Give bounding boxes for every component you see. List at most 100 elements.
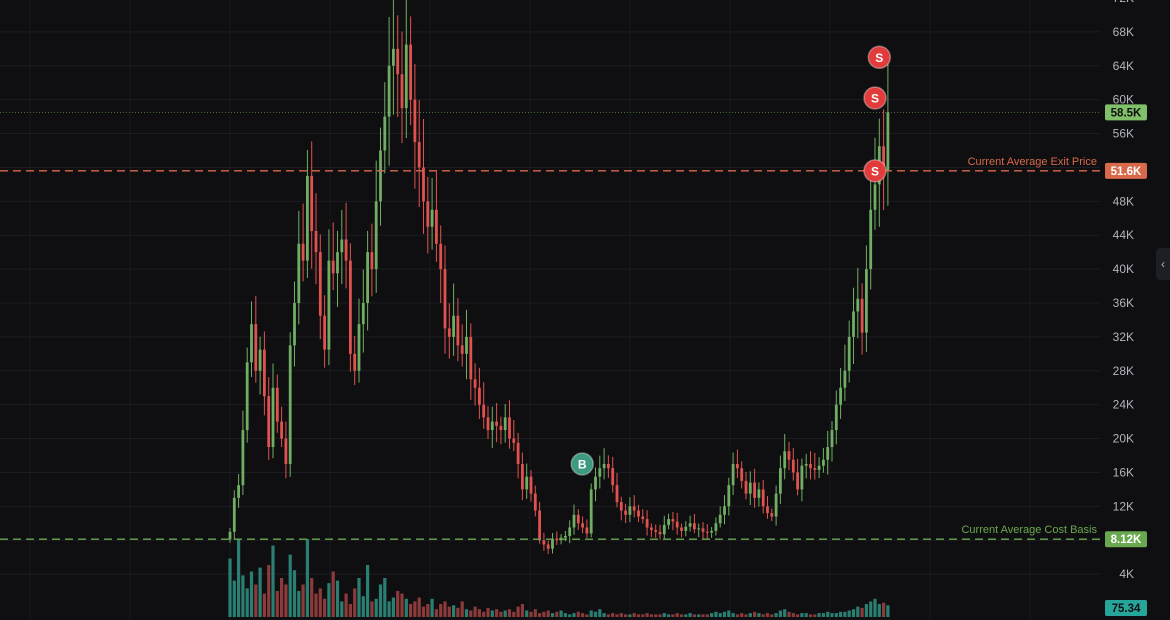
candle-body — [697, 528, 701, 530]
candle-body — [387, 65, 391, 117]
candle-body — [852, 311, 855, 337]
volume-bar — [473, 606, 477, 617]
volume-bar — [753, 611, 757, 617]
volume-bar — [761, 614, 765, 617]
volume-bar — [314, 593, 318, 617]
volume-bar — [292, 570, 297, 617]
candle-body — [400, 74, 404, 109]
volume-bar — [267, 565, 271, 617]
volume-bar — [860, 607, 864, 617]
candle-body — [766, 506, 769, 514]
candle-body — [839, 387, 842, 405]
candle-body — [753, 482, 756, 498]
volume-bar — [550, 613, 555, 617]
volume-bar — [692, 614, 696, 617]
volume-bar — [641, 614, 645, 617]
candle-body — [594, 476, 597, 490]
volume-bar — [675, 613, 679, 617]
reference-badge-text: 8.12K — [1111, 534, 1142, 546]
candle-body — [533, 493, 537, 511]
candle-body — [314, 230, 318, 253]
volume-bar — [851, 609, 856, 617]
candle-body — [873, 184, 877, 210]
volume-bar — [722, 611, 727, 617]
candle-body — [263, 349, 266, 397]
volume-bar — [469, 610, 473, 617]
volume-bar — [649, 614, 653, 617]
volume-bar — [679, 614, 684, 617]
volume-bar — [413, 601, 417, 617]
volume-bar — [232, 580, 236, 617]
volume-bar — [847, 610, 851, 617]
candle-body — [413, 99, 417, 143]
volume-bar — [353, 588, 357, 617]
candle-body — [490, 421, 494, 431]
candle-body — [675, 521, 679, 528]
candle-body — [323, 315, 326, 350]
volume-bar — [667, 614, 671, 617]
volume-badge-text: 75.34 — [1112, 603, 1141, 615]
volume-bar — [864, 604, 868, 617]
candle-body — [865, 269, 868, 333]
volume-bar — [460, 601, 464, 617]
volume-bar — [245, 588, 249, 617]
reference-line-label: Current Average Exit Price — [968, 156, 1097, 168]
volume-bar — [770, 614, 774, 617]
volume-bar — [654, 614, 658, 617]
candle-body — [783, 451, 787, 469]
volume-bar — [507, 609, 512, 617]
candle-body — [796, 472, 799, 490]
chevron-left-icon[interactable]: ‹ — [1156, 248, 1170, 280]
candle-body — [555, 538, 559, 541]
candle-body — [598, 468, 602, 477]
volume-bar — [546, 610, 550, 617]
buy-marker[interactable] — [570, 452, 594, 476]
y-tick-label: 60K — [1113, 93, 1134, 107]
volume-bar — [804, 613, 808, 617]
candle-body — [310, 175, 314, 231]
candle-body — [340, 239, 344, 253]
sell-marker[interactable] — [863, 159, 887, 183]
sell-marker[interactable] — [867, 45, 892, 70]
candle-body — [662, 524, 666, 535]
candle-body — [632, 506, 636, 511]
candle-body — [512, 438, 516, 443]
volume-bar — [555, 611, 559, 617]
candle-body — [426, 201, 430, 227]
candle-body — [379, 150, 382, 202]
candle-body — [297, 243, 301, 303]
buy-marker-label: B — [578, 457, 587, 471]
chart-grid — [0, 0, 1100, 620]
candle-body — [619, 502, 623, 511]
price-axis: 72K68K64K60K56K52K48K44K40K36K32K28K24K2… — [1113, 0, 1134, 581]
volume-bar — [477, 609, 481, 617]
candle-body — [478, 387, 481, 405]
volume-bar — [568, 614, 572, 617]
candle-body — [529, 476, 533, 494]
volume-bar — [383, 578, 387, 617]
volume-bar — [533, 609, 537, 617]
volume-bar — [757, 613, 761, 617]
volume-bar — [585, 614, 589, 617]
volume-badge — [1105, 600, 1147, 616]
volume-bar — [443, 601, 447, 617]
volume-bar — [791, 613, 795, 617]
volume-bar — [434, 609, 438, 617]
sell-marker[interactable] — [863, 86, 887, 110]
volume-bar — [486, 607, 490, 617]
volume-bar — [404, 598, 408, 617]
volume-bar — [813, 614, 817, 617]
y-tick-label: 12K — [1113, 499, 1134, 513]
current-price-badge-text: 58.5K — [1111, 107, 1142, 119]
trade-markers: B S S S — [570, 45, 892, 476]
volume-bar — [598, 609, 602, 617]
candle-body — [473, 379, 477, 388]
volume-bar — [271, 545, 275, 617]
volume-bar — [624, 614, 628, 617]
volume-bar — [378, 584, 383, 617]
volume-bar — [632, 613, 636, 617]
volume-bar — [589, 610, 593, 617]
volume-bar — [374, 598, 378, 617]
candle-body — [521, 463, 524, 490]
